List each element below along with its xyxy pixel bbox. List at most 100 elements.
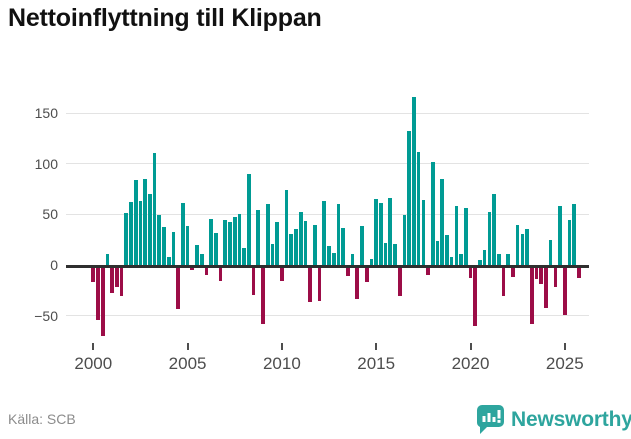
source-note: Källa: SCB <box>8 411 76 427</box>
bar-2000-Q3 <box>100 267 105 337</box>
bar-2001-Q2 <box>115 267 119 287</box>
bar-2020-Q3 <box>478 259 482 265</box>
bar-2004-Q3 <box>176 267 180 310</box>
bar-2019-Q2 <box>454 206 459 265</box>
bar-2024-Q2 <box>548 239 553 265</box>
bar-2019-Q1 <box>449 256 454 265</box>
brand-name: Newsworthy <box>511 407 631 431</box>
bar-2000-Q2 <box>96 267 100 321</box>
x-axis-tick-2020 <box>469 343 472 350</box>
bar-2012-Q1 <box>317 267 322 301</box>
bar-2001-Q1 <box>110 267 114 293</box>
gridline-y-150 <box>66 112 589 114</box>
bar-2017-Q3 <box>421 200 426 265</box>
bar-2020-Q1 <box>468 267 473 278</box>
x-axis-label: 2020 <box>451 354 490 373</box>
bar-2006-Q1 <box>204 267 209 275</box>
bar-2008-Q2 <box>247 173 251 265</box>
bar-2007-Q3 <box>232 217 237 265</box>
bar-2019-Q3 <box>459 253 463 265</box>
gridline-y-100 <box>66 163 589 165</box>
bar-2003-Q3 <box>157 215 162 265</box>
x-axis-label: 2025 <box>545 354 584 373</box>
bar-2023-Q4 <box>539 267 544 284</box>
bar-2022-Q2 <box>511 267 515 277</box>
bar-2023-Q1 <box>525 228 529 265</box>
y-axis-label: −50 <box>34 307 58 324</box>
bar-2024-Q4 <box>558 206 562 265</box>
bar-2003-Q4 <box>162 226 166 265</box>
bar-2018-Q3 <box>440 178 445 265</box>
bar-2010-Q2 <box>284 190 289 265</box>
x-axis-label: 2010 <box>262 354 301 373</box>
y-axis-label: 0 <box>50 257 58 273</box>
y-axis-label: 150 <box>34 105 58 122</box>
bar-2022-Q1 <box>506 253 511 265</box>
bar-2005-Q1 <box>185 225 190 265</box>
plot-area: 150 100 50 0 −50 2000 2005 2010 2015 2020 2025 <box>34 97 589 373</box>
bar-2016-Q3 <box>402 215 407 265</box>
bar-2004-Q2 <box>171 231 176 265</box>
bar-2008-Q3 <box>251 267 256 295</box>
bar-2021-Q1 <box>487 212 492 265</box>
bar-2023-Q2 <box>529 267 534 325</box>
bar-2021-Q4 <box>501 267 506 296</box>
bar-2010-Q1 <box>280 267 284 281</box>
bar-2015-Q1 <box>374 199 379 265</box>
chart-title: Nettoinflyttning till Klippan <box>8 4 322 32</box>
bar-2001-Q3 <box>119 267 124 296</box>
bar-2021-Q2 <box>492 194 496 265</box>
bar-2013-Q3 <box>346 267 350 276</box>
bar-2025-Q1 <box>562 267 567 316</box>
bar-2025-Q4 <box>577 267 581 278</box>
bar-2015-Q4 <box>388 198 393 265</box>
bar-chart-speech-bubble-icon <box>477 405 504 434</box>
bar-2006-Q4 <box>218 267 223 281</box>
bar-2011-Q2 <box>303 221 308 265</box>
bar-2018-Q2 <box>435 240 440 265</box>
x-axis-tick-2010 <box>280 343 283 350</box>
bar-2000-Q4 <box>105 253 110 265</box>
gridline-y-50 <box>66 213 589 215</box>
bar-2018-Q4 <box>445 234 449 265</box>
bar-2016-Q2 <box>397 267 402 296</box>
bar-2009-Q1 <box>261 267 265 325</box>
bar-2014-Q3 <box>364 267 369 282</box>
bar-2006-Q2 <box>209 219 213 265</box>
y-axis-label: 50 <box>42 206 58 223</box>
bar-2024-Q1 <box>544 267 548 309</box>
bar-2020-Q4 <box>482 249 487 265</box>
bar-2011-Q3 <box>308 267 313 302</box>
bar-2003-Q2 <box>152 152 157 265</box>
bar-2014-Q4 <box>369 258 374 265</box>
bar-2012-Q3 <box>327 245 331 265</box>
bar-2016-Q4 <box>407 131 412 265</box>
bar-2019-Q4 <box>463 208 468 265</box>
bar-2002-Q3 <box>138 201 143 265</box>
bar-2008-Q4 <box>256 210 261 265</box>
newsworthy-logo-link[interactable]: Newsworthy <box>477 405 631 434</box>
bar-2023-Q3 <box>534 267 539 279</box>
x-axis-tick-2025 <box>563 343 566 350</box>
bar-2002-Q1 <box>129 202 133 265</box>
x-axis-tick-2005 <box>186 343 189 350</box>
bar-2011-Q1 <box>298 212 303 265</box>
bar-2025-Q3 <box>572 204 577 265</box>
bar-2008-Q1 <box>242 247 247 265</box>
bar-2013-Q4 <box>350 253 355 265</box>
bar-2001-Q4 <box>124 213 129 265</box>
bar-2020-Q2 <box>473 267 478 327</box>
bar-2009-Q2 <box>265 204 270 265</box>
bar-2002-Q4 <box>143 178 147 265</box>
bar-2007-Q4 <box>237 214 242 265</box>
bar-2017-Q2 <box>416 151 421 265</box>
bar-2009-Q4 <box>275 222 280 265</box>
bar-2007-Q1 <box>223 220 228 265</box>
bar-2024-Q3 <box>553 267 558 287</box>
bar-2007-Q2 <box>228 222 232 265</box>
bar-2016-Q1 <box>393 243 397 265</box>
bar-2003-Q1 <box>148 194 152 265</box>
x-axis-label: 2015 <box>357 354 396 373</box>
bar-2009-Q3 <box>270 243 275 265</box>
